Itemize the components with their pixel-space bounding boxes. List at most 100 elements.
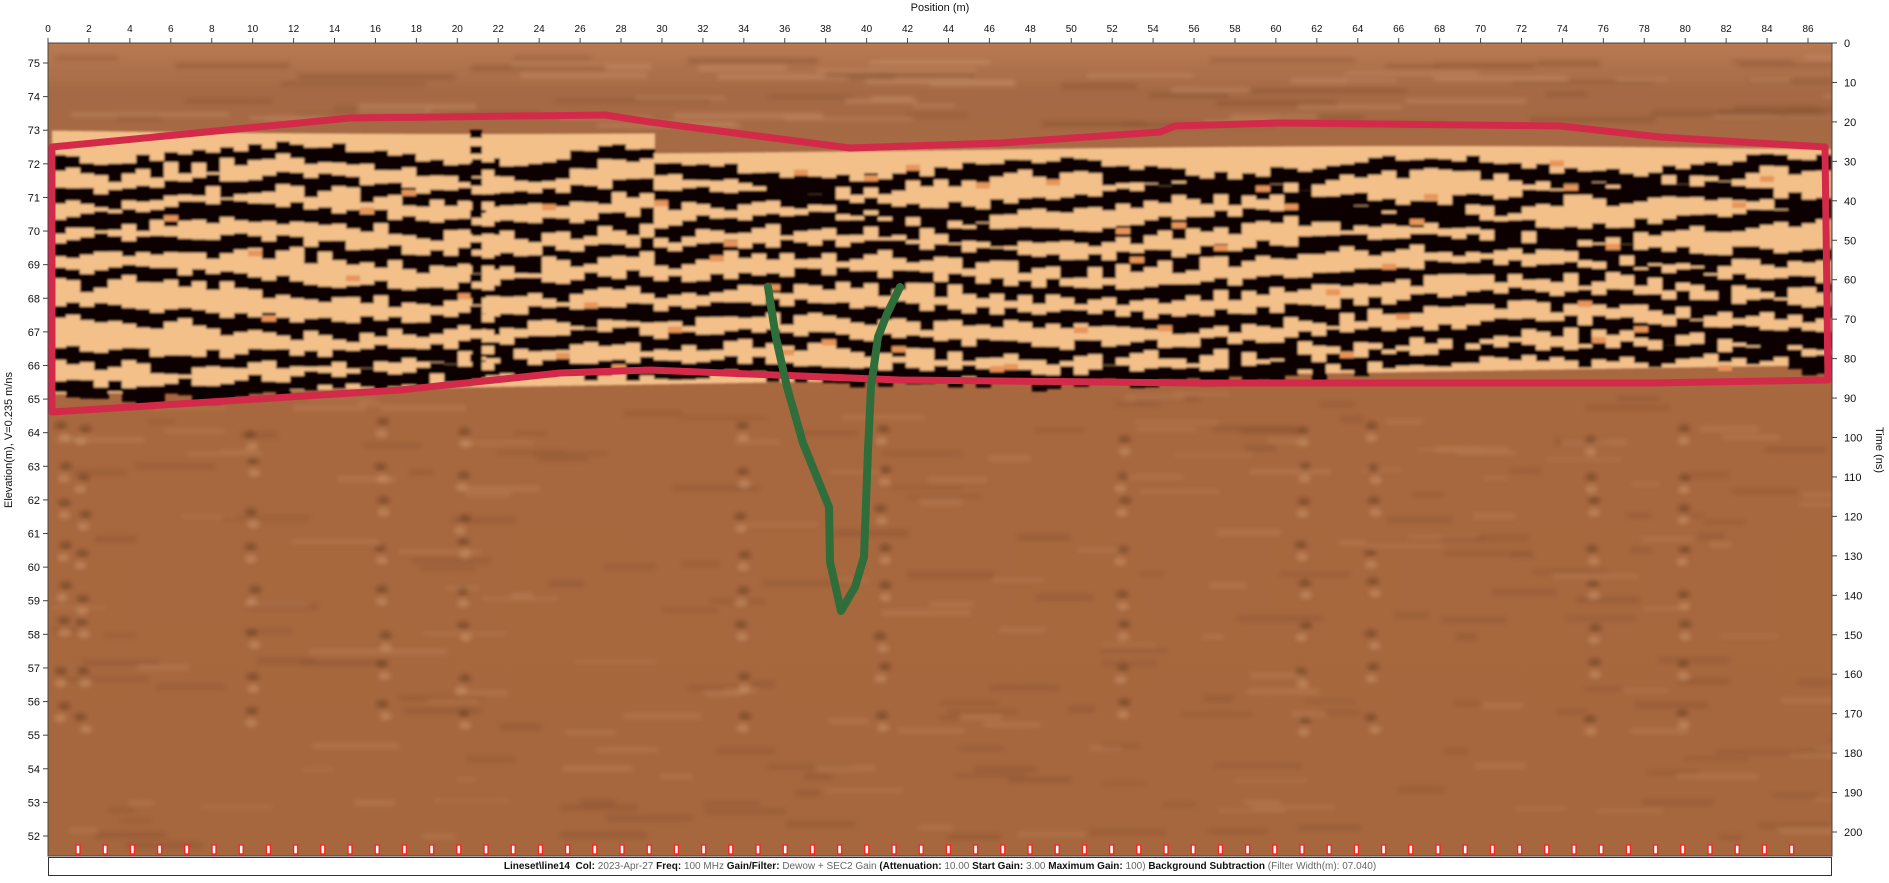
fiducial-marker: [1408, 844, 1414, 855]
right-tick-label: 160: [1844, 669, 1862, 681]
fiducial-marker: [1544, 844, 1550, 855]
fiducial-marker: [1734, 844, 1740, 855]
fiducial-marker: [211, 844, 217, 855]
right-tick-label: 60: [1844, 275, 1856, 287]
fiducial-marker: [1489, 844, 1496, 855]
right-tick-label: 150: [1844, 630, 1862, 642]
right-tick-label: 140: [1844, 590, 1862, 602]
fiducial-marker: [1625, 844, 1632, 855]
x-tick-label: 4: [127, 24, 133, 35]
left-tick-label: 68: [28, 293, 40, 305]
x-axis-title: Position (m): [911, 2, 970, 14]
x-tick-label: 42: [902, 24, 914, 35]
left-tick-label: 75: [28, 58, 40, 70]
left-tick-label: 64: [28, 428, 40, 440]
fiducial-marker: [1027, 844, 1033, 855]
x-tick-label: 48: [1025, 24, 1037, 35]
left-tick-label: 57: [28, 663, 40, 675]
fiducial-marker: [700, 844, 707, 855]
x-tick-label: 14: [329, 24, 341, 35]
fiducial-marker: [1054, 844, 1060, 855]
x-tick-label: 74: [1557, 24, 1569, 35]
x-tick-label: 16: [370, 24, 382, 35]
fiducial-marker: [1299, 844, 1305, 855]
x-tick-label: 52: [1107, 24, 1119, 35]
x-tick-label: 36: [779, 24, 791, 35]
x-tick-label: 20: [452, 24, 464, 35]
fiducial-marker: [945, 844, 952, 855]
right-tick-label: 170: [1844, 709, 1862, 721]
x-tick-label: 46: [984, 24, 996, 35]
x-tick-label: 56: [1188, 24, 1200, 35]
x-tick-label: 26: [575, 24, 587, 35]
left-tick-label: 69: [28, 260, 40, 272]
x-tick-label: 78: [1639, 24, 1651, 35]
left-tick-label: 72: [28, 159, 40, 171]
x-tick-label: 10: [247, 24, 259, 35]
left-tick-label: 73: [28, 125, 40, 137]
left-tick-label: 63: [28, 461, 40, 473]
fiducial-marker: [1435, 844, 1441, 855]
fiducial-marker: [1000, 844, 1006, 855]
fiducial-marker: [75, 844, 81, 855]
fiducial-marker: [1108, 844, 1115, 855]
fiducial-marker: [972, 844, 979, 855]
left-axis-title: Elevation(m), V=0.235 m/ns: [3, 371, 15, 508]
fiducial-marker: [1462, 844, 1468, 855]
x-tick-label: 84: [1762, 24, 1774, 35]
fiducial-marker: [564, 844, 571, 855]
right-tick-label: 20: [1844, 117, 1856, 129]
x-tick-label: 34: [738, 24, 750, 35]
left-tick-label: 74: [28, 92, 40, 104]
fiducial-marker: [1680, 844, 1686, 855]
fiducial-marker: [1081, 844, 1088, 855]
fiducial-marker: [646, 844, 652, 855]
x-tick-label: 62: [1311, 24, 1323, 35]
x-tick-label: 32: [697, 24, 709, 35]
fiducial-marker: [1272, 844, 1278, 855]
fiducial-marker: [238, 844, 244, 855]
x-tick-label: 58: [1229, 24, 1241, 35]
left-tick-label: 60: [28, 562, 40, 574]
x-tick-label: 8: [209, 24, 215, 35]
left-tick-label: 65: [28, 394, 40, 406]
x-tick-label: 22: [493, 24, 505, 35]
fiducial-marker: [265, 844, 272, 855]
fiducial-marker: [374, 844, 380, 855]
fiducial-marker: [782, 844, 788, 855]
layer-outline-polygon: [48, 111, 1832, 416]
fiducial-marker: [755, 844, 761, 855]
fiducial-marker: [347, 844, 353, 855]
left-tick-label: 71: [28, 192, 40, 204]
x-tick-label: 68: [1434, 24, 1446, 35]
fiducial-marker: [592, 844, 598, 855]
start-gain-label: Start Gain:: [972, 861, 1024, 872]
x-tick-label: 64: [1352, 24, 1364, 35]
fiducial-marker: [1707, 844, 1713, 855]
left-tick-label: 62: [28, 495, 40, 507]
reflector-stripes: [52, 130, 1831, 407]
attenuation-value: 10.00: [944, 861, 970, 872]
x-tick-label: 80: [1680, 24, 1692, 35]
left-tick-label: 66: [28, 360, 40, 372]
x-tick-label: 70: [1475, 24, 1487, 35]
left-tick-label: 70: [28, 226, 40, 238]
fiducial-marker: [1136, 844, 1142, 855]
freq-value: 100 MHz: [683, 861, 724, 872]
right-axis-title: Time (ns): [1873, 427, 1885, 473]
fiducial-marker: [401, 844, 408, 855]
x-tick-label: 6: [168, 24, 174, 35]
right-tick-label: 30: [1844, 156, 1856, 168]
x-tick-label: 60: [1270, 24, 1282, 35]
fiducial-marker: [1190, 844, 1196, 855]
x-tick-label: 50: [1066, 24, 1078, 35]
fiducial-marker: [1353, 844, 1360, 855]
fiducial-marker: [1163, 844, 1169, 855]
fiducial-marker: [728, 844, 734, 855]
right-tick-label: 50: [1844, 235, 1856, 247]
right-tick-label: 190: [1844, 788, 1862, 800]
right-tick-label: 200: [1844, 827, 1862, 839]
right-axis-ticks: 0 10 20 30 40 50 60 70 80 90 100 110 120 130 140 150 160…: [1832, 38, 1862, 839]
acquisition-info-bar: Lineset\line14 Col: 2023-Apr-27 Freq: 10…: [48, 857, 1832, 876]
